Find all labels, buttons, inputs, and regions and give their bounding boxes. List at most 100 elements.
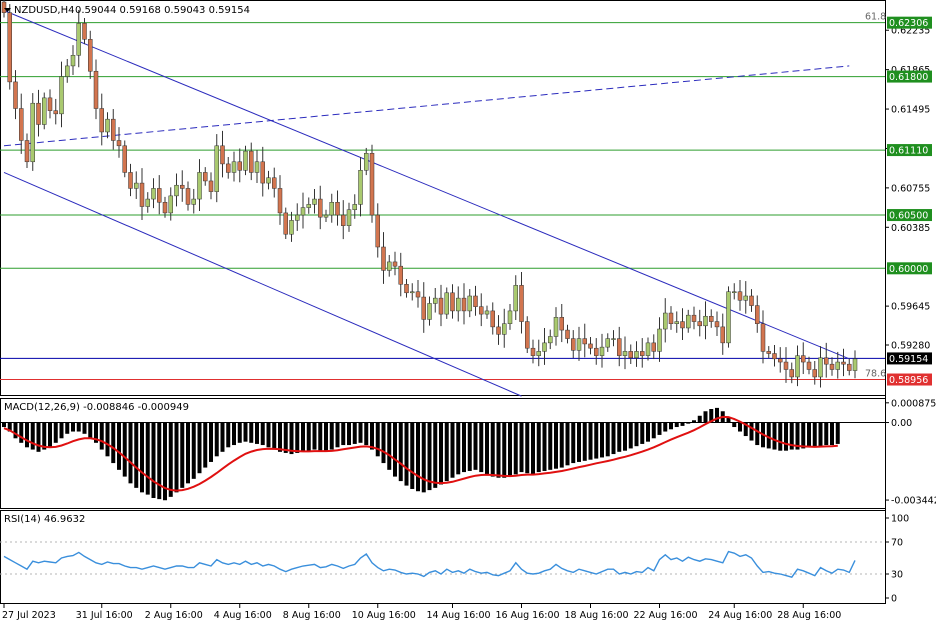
candle-body-24 — [139, 182, 145, 207]
candle-body-20 — [116, 140, 122, 147]
candle-body-134 — [772, 353, 777, 360]
macd-bar-131 — [755, 422, 760, 446]
macd-bar-123 — [709, 409, 714, 423]
price-tick-label-7: 0.59280 — [891, 341, 930, 352]
candle-body-133 — [766, 351, 771, 354]
candle-body-97 — [559, 317, 564, 331]
macd-bar-81 — [467, 422, 472, 471]
candle-body-60 — [346, 209, 352, 226]
macd-bar-44 — [255, 422, 259, 444]
rsi-axis: 100 70 30 0 — [885, 514, 909, 605]
level-label-3: 0.60500 — [889, 211, 928, 222]
macd-bar-35 — [203, 422, 208, 468]
macd-bar-108 — [623, 422, 627, 451]
macd-signal-line — [3, 415, 838, 492]
level-label-5: 0.59154 — [889, 354, 928, 365]
macd-bar-137 — [789, 422, 794, 450]
macd-bar-144 — [830, 422, 834, 446]
macd-bar-46 — [266, 422, 271, 448]
candle-body-64 — [369, 153, 375, 216]
candle-body-14 — [82, 23, 87, 40]
macd-bar-141 — [812, 422, 817, 448]
candle-body-48 — [277, 188, 283, 214]
macd-bar-3 — [19, 422, 24, 443]
candle-body-3 — [19, 108, 24, 141]
macd-bar-23 — [134, 422, 139, 488]
macd-bar-99 — [571, 422, 576, 464]
macd-bar-14 — [82, 422, 87, 434]
macd-bar-56 — [324, 422, 328, 452]
macd-bar-92 — [531, 422, 535, 475]
candle-body-65 — [375, 214, 380, 248]
candle-body-144 — [829, 363, 835, 370]
rsi-tick-label-0: 100 — [891, 514, 909, 525]
candle-body-51 — [295, 214, 300, 221]
macd-bar-21 — [122, 422, 127, 477]
macd-bar-120 — [692, 420, 696, 423]
macd-bar-11 — [65, 422, 70, 434]
level-tag-3 — [887, 209, 932, 222]
macd-bar-105 — [605, 422, 610, 457]
candle-body-108 — [622, 351, 628, 356]
macd-bar-76 — [439, 422, 443, 485]
macd-bar-7 — [42, 422, 47, 450]
candle-body-34 — [197, 172, 202, 200]
macd-bar-109 — [628, 422, 633, 449]
candle-body-143 — [824, 357, 829, 365]
candle-body-121 — [697, 321, 702, 327]
macd-bar-88 — [508, 422, 512, 477]
candle-body-21 — [122, 145, 127, 173]
macd-bar-42 — [243, 422, 248, 442]
time-tick-label-9: 22 Aug 16:00 — [634, 610, 698, 621]
macd-bar-19 — [111, 422, 116, 464]
price-tick-label-0: 0.62235 — [891, 26, 930, 37]
macd-bar-98 — [565, 422, 570, 466]
macd-bar-13 — [76, 422, 81, 432]
symbol-menu-icon[interactable] — [4, 8, 11, 12]
macd-bar-18 — [105, 422, 110, 457]
macd-bar-30 — [174, 422, 179, 493]
candle-body-85 — [490, 310, 495, 328]
candle-body-118 — [680, 321, 685, 329]
candles — [1, 0, 858, 388]
candle-body-69 — [398, 265, 403, 285]
candle-body-109 — [628, 351, 633, 359]
macd-bar-127 — [732, 422, 737, 428]
macd-bar-4 — [25, 422, 29, 448]
candle-body-25 — [145, 198, 150, 207]
macd-bar-116 — [669, 422, 673, 430]
macd-bar-51 — [295, 422, 300, 453]
level-tag-0 — [887, 16, 932, 29]
macd-bar-82 — [473, 422, 478, 470]
candle-body-138 — [795, 355, 800, 378]
candle-body-129 — [743, 295, 748, 301]
macd-bar-143 — [824, 422, 829, 446]
candle-body-91 — [525, 321, 530, 349]
candle-body-148 — [852, 358, 858, 371]
time-tick-label-7: 16 Aug 16:00 — [496, 610, 560, 621]
candle-body-56 — [323, 214, 329, 218]
time-tick-label-3: 4 Aug 16:00 — [214, 610, 272, 621]
macd-bar-86 — [496, 422, 501, 478]
macd-bar-16 — [94, 422, 98, 443]
candle-body-128 — [737, 291, 743, 301]
macd-bar-96 — [554, 422, 558, 469]
macd-bar-93 — [536, 422, 541, 473]
level-label-0: 0.62306 — [889, 18, 928, 29]
candle-body-102 — [588, 343, 593, 349]
candle-body-16 — [93, 70, 99, 109]
macd-bar-29 — [168, 422, 173, 497]
macd-bar-2 — [13, 422, 18, 439]
macd-bar-36 — [209, 422, 213, 462]
macd-bar-101 — [582, 422, 587, 461]
macd-bar-12 — [71, 422, 75, 432]
candle-body-22 — [128, 172, 133, 189]
macd-bar-102 — [588, 422, 593, 460]
macd-bar-48 — [278, 422, 282, 452]
macd-bar-43 — [249, 422, 254, 443]
time-tick-label-6: 14 Aug 16:00 — [427, 610, 491, 621]
macd-bar-67 — [387, 422, 392, 470]
time-tick-label-11: 28 Aug 16:00 — [777, 610, 841, 621]
